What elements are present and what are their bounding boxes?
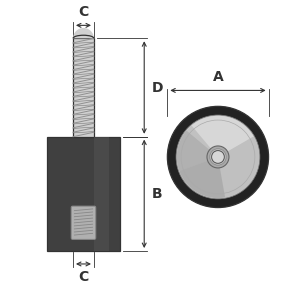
Circle shape — [207, 146, 229, 168]
Bar — [73, 38, 94, 137]
Wedge shape — [73, 28, 94, 38]
Wedge shape — [179, 157, 225, 198]
Wedge shape — [177, 125, 218, 171]
Text: A: A — [213, 70, 223, 84]
Circle shape — [212, 151, 224, 163]
Text: C: C — [78, 270, 88, 284]
Text: D: D — [152, 80, 163, 94]
Circle shape — [167, 106, 268, 208]
Circle shape — [176, 115, 260, 199]
Wedge shape — [187, 116, 254, 157]
Bar — [94, 137, 109, 251]
Circle shape — [210, 149, 226, 165]
FancyBboxPatch shape — [71, 206, 96, 239]
Text: C: C — [78, 5, 88, 19]
Bar — [47, 137, 120, 251]
Text: B: B — [152, 187, 162, 201]
